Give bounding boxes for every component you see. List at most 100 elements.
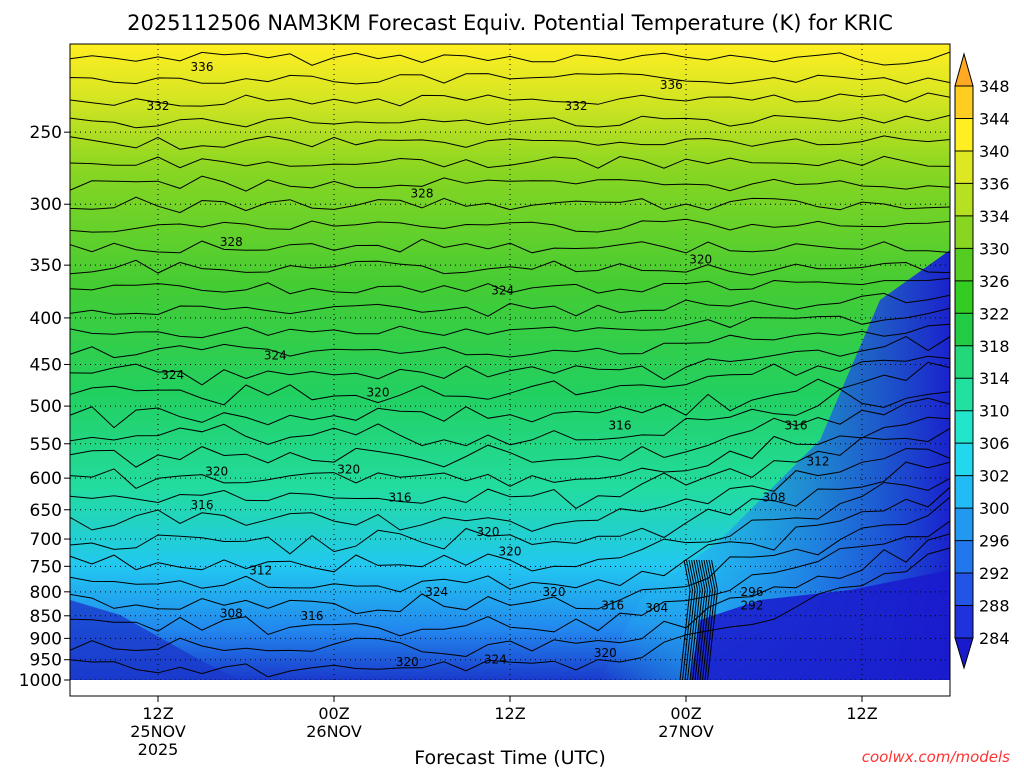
contour-label: 320 <box>205 464 228 478</box>
colorbar-label: 336 <box>979 174 1010 193</box>
contour-line <box>70 92 950 107</box>
colorbar-label: 330 <box>979 239 1010 258</box>
colorbar-label: 326 <box>979 272 1010 291</box>
contour-label: 308 <box>763 490 786 504</box>
colorbar-segment <box>955 248 973 281</box>
colorbar-segment <box>955 605 973 638</box>
contour-label: 328 <box>220 235 243 249</box>
contour-lines <box>70 51 950 680</box>
x-tick-label: 27NOV <box>658 722 714 741</box>
x-tick-label: 00Z <box>670 704 701 723</box>
colorbar-max-arrow <box>954 52 974 87</box>
y-tick-label: 700 <box>30 530 62 550</box>
contour-label: 312 <box>249 564 272 578</box>
contour-line <box>687 559 699 680</box>
contour-line <box>70 486 950 593</box>
y-tick-label: 1000 <box>19 671 62 691</box>
contour-line <box>70 307 950 339</box>
contour-label: 316 <box>609 418 632 432</box>
x-tick-label: 12Z <box>846 704 877 723</box>
colorbar-label: 318 <box>979 337 1010 356</box>
contour-line <box>684 559 696 680</box>
colorbar-segment <box>955 573 973 606</box>
contour-line <box>694 559 706 680</box>
colorbar-segment <box>955 345 973 379</box>
colorbar-label: 296 <box>979 532 1010 551</box>
contour-label: 336 <box>191 60 214 74</box>
y-tick-label: 500 <box>30 397 62 417</box>
x-tick-label: 2025 <box>138 740 179 759</box>
contour-line <box>70 114 950 129</box>
y-axis: 2503003504004505005506006507007508008509… <box>19 123 70 691</box>
colorbar-segment <box>955 410 973 444</box>
colorbar-segment <box>955 475 973 509</box>
y-tick-label: 750 <box>30 557 62 577</box>
colorbar-min-arrow <box>954 637 974 670</box>
contour-label: 316 <box>785 418 808 432</box>
y-tick-label: 250 <box>30 123 62 143</box>
y-tick-label: 600 <box>30 469 62 489</box>
y-tick-label: 650 <box>30 501 62 521</box>
colorbar-label: 302 <box>979 467 1010 486</box>
y-tick-label: 350 <box>30 256 62 276</box>
colorbar-label: 340 <box>979 142 1010 161</box>
contour-line <box>70 218 950 233</box>
colorbar-label: 334 <box>979 207 1010 226</box>
y-tick-label: 800 <box>30 583 62 603</box>
contour-label: 320 <box>367 385 390 399</box>
contour-line <box>707 559 719 680</box>
colorbar-label: 288 <box>979 597 1010 616</box>
contour-label: 320 <box>396 655 419 669</box>
contour-line <box>70 73 950 85</box>
contour-line <box>70 196 950 214</box>
contour-line <box>70 547 950 678</box>
colorbar-segment <box>955 183 973 216</box>
contour-line <box>70 496 950 615</box>
colorbar-segment <box>955 508 973 541</box>
contour-line <box>70 388 950 447</box>
contour-label: 316 <box>601 598 624 612</box>
colorbar-label: 300 <box>979 499 1010 518</box>
contour-line <box>70 292 950 317</box>
contour-line <box>70 135 950 150</box>
contour-label: 324 <box>264 349 287 363</box>
contour-label: 320 <box>337 462 360 476</box>
low-level-cold-left <box>70 600 240 680</box>
colorbar-segment <box>955 118 973 151</box>
contour-line <box>70 277 950 295</box>
colorbar-label: 292 <box>979 564 1010 583</box>
chart-title: 2025112506 NAM3KM Forecast Equiv. Potent… <box>127 11 893 35</box>
colorbar-label: 306 <box>979 434 1010 453</box>
contour-line <box>699 559 711 680</box>
y-tick-label: 300 <box>30 195 62 215</box>
contour-label: 320 <box>477 525 500 539</box>
contour-label: 324 <box>425 585 448 599</box>
colorbar-segment <box>955 540 973 574</box>
colorbar-segment <box>955 280 973 314</box>
contour-label: 320 <box>499 544 522 558</box>
contour-line <box>70 533 950 658</box>
y-tick-label: 850 <box>30 607 62 627</box>
colorbar-segment <box>955 150 973 184</box>
contour-line <box>70 175 950 192</box>
colorbar-segment <box>955 443 973 476</box>
colorbar-segment <box>955 86 973 119</box>
contour-line <box>704 559 716 680</box>
colorbar-label: 310 <box>979 402 1010 421</box>
x-tick-label: 12Z <box>494 704 525 723</box>
contour-label: 296 <box>741 585 764 599</box>
contour-label: 308 <box>220 606 243 620</box>
contour-line <box>70 361 950 429</box>
contour-label: 320 <box>543 585 566 599</box>
contour-line <box>679 559 691 680</box>
colorbar-label: 348 <box>979 77 1010 96</box>
contour-line <box>70 355 950 406</box>
contour-label: 324 <box>161 368 184 382</box>
contour-line <box>70 51 950 66</box>
colorbar-segment <box>955 313 973 346</box>
x-tick-label: 12Z <box>142 704 173 723</box>
y-tick-label: 950 <box>30 651 62 671</box>
colorbar: 348 344 340 336 334 330 326 322 318 314 310 306 302 3… <box>954 52 1010 670</box>
y-tick-label: 450 <box>30 355 62 375</box>
